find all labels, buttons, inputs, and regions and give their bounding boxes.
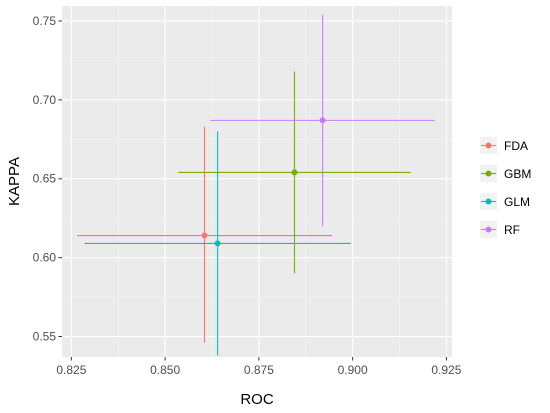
point-fda [201, 232, 208, 239]
legend-label-gbm: GBM [504, 167, 531, 181]
legend-label-rf: RF [504, 223, 520, 237]
point-glm [214, 240, 221, 247]
y-axis-title: KAPPA [6, 157, 23, 206]
y-tick-label: 0.55 [33, 329, 57, 343]
x-axis-title: ROC [240, 391, 274, 408]
minor-gridlines [62, 6, 452, 357]
point-rf [319, 117, 326, 124]
legend-label-fda: FDA [504, 139, 528, 153]
legend-key-point-glm [485, 198, 492, 205]
major-gridlines [62, 6, 452, 357]
legend-label-glm: GLM [504, 195, 530, 209]
y-tick-label: 0.60 [33, 251, 57, 265]
data-points [201, 117, 326, 247]
y-axis-ticks: 0.55 0.60 0.65 0.70 0.75 [33, 14, 62, 343]
legend-key-point-fda [485, 142, 492, 149]
x-tick-label: 0.850 [150, 363, 180, 377]
legend-key-point-gbm [485, 170, 492, 177]
legend-key-point-rf [485, 226, 492, 233]
x-tick-label: 0.900 [338, 363, 368, 377]
point-gbm [291, 169, 298, 176]
x-tick-label: 0.825 [56, 363, 86, 377]
legend: FDA GBM GLM RF [480, 137, 531, 238]
plot-panel [62, 6, 452, 357]
x-tick-label: 0.925 [431, 363, 461, 377]
y-tick-label: 0.65 [33, 172, 57, 186]
y-tick-label: 0.70 [33, 93, 57, 107]
x-tick-label: 0.875 [244, 363, 274, 377]
x-axis-ticks: 0.825 0.850 0.875 0.900 0.925 [56, 357, 462, 377]
y-tick-label: 0.75 [33, 14, 57, 28]
